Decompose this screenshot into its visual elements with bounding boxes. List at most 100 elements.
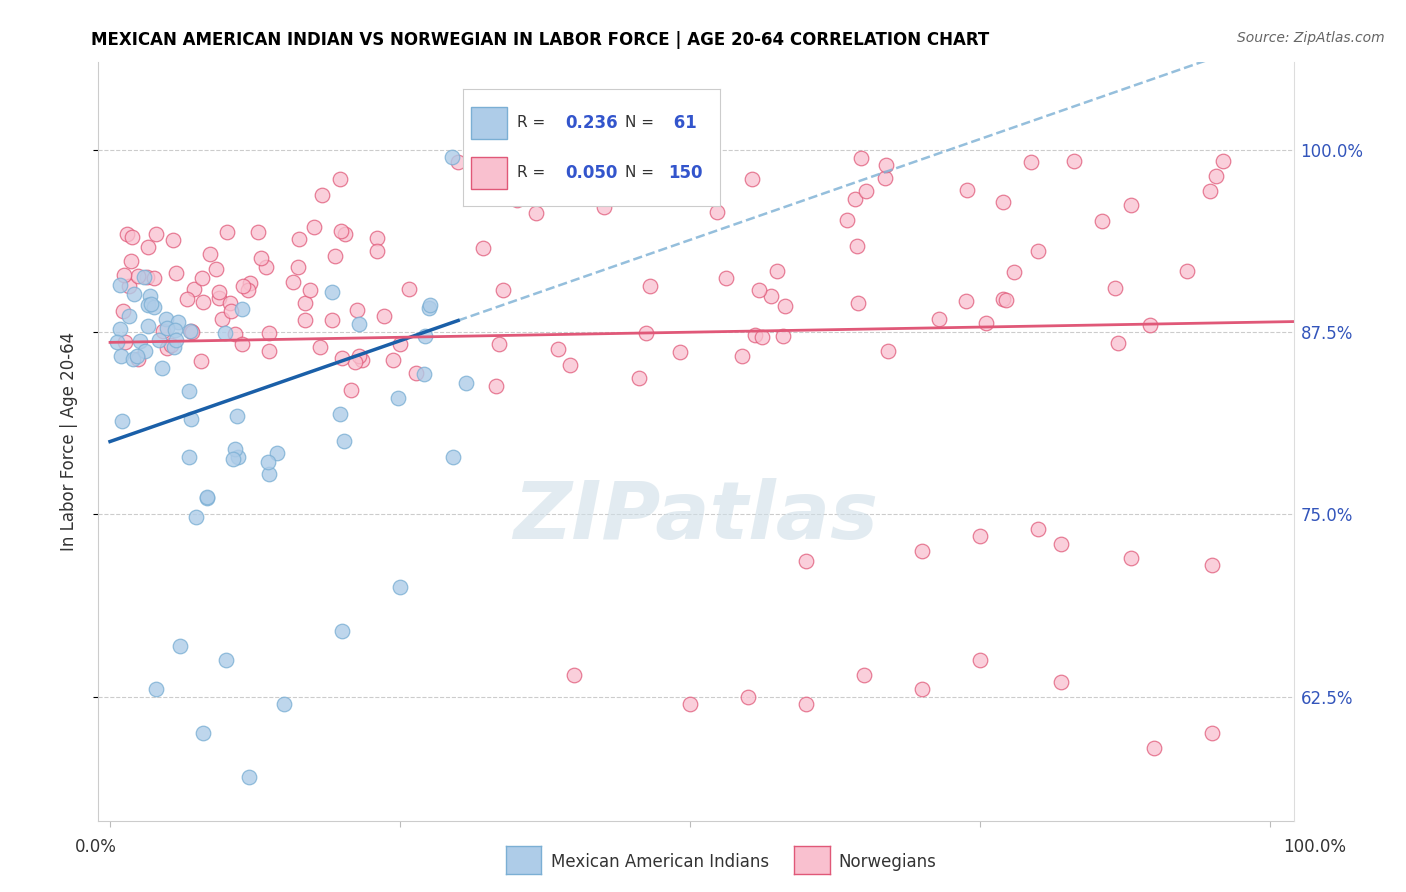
- Point: [281, 275, 304, 289]
- Point: [447, 155, 470, 169]
- Point: [111, 414, 134, 428]
- Point: [853, 668, 876, 682]
- Point: [155, 312, 177, 326]
- Point: [366, 244, 388, 259]
- Point: [145, 682, 167, 697]
- Point: [846, 296, 869, 310]
- Point: [1002, 265, 1025, 279]
- Point: [198, 247, 221, 261]
- Point: [309, 340, 332, 354]
- Point: [195, 490, 218, 504]
- Point: [1119, 198, 1142, 212]
- Point: [139, 297, 162, 311]
- Point: [110, 349, 132, 363]
- Point: [211, 312, 233, 326]
- Point: [441, 150, 464, 164]
- Point: [751, 330, 773, 344]
- Point: [471, 241, 494, 255]
- Point: [191, 295, 214, 310]
- Point: [266, 446, 288, 460]
- Point: [224, 326, 246, 341]
- Text: Source: ZipAtlas.com: Source: ZipAtlas.com: [1237, 31, 1385, 45]
- Point: [219, 296, 242, 310]
- Point: [180, 324, 202, 338]
- Point: [524, 206, 547, 220]
- Point: [287, 232, 309, 246]
- Point: [150, 360, 173, 375]
- Point: [231, 337, 253, 351]
- Point: [991, 292, 1014, 306]
- Point: [794, 697, 817, 711]
- Point: [1201, 726, 1223, 740]
- Point: [766, 264, 789, 278]
- Point: [191, 726, 214, 740]
- Point: [152, 324, 174, 338]
- Point: [593, 200, 616, 214]
- Point: [114, 334, 136, 349]
- Point: [995, 293, 1018, 307]
- Point: [143, 300, 166, 314]
- Point: [139, 288, 162, 302]
- Point: [485, 379, 508, 393]
- Point: [108, 278, 131, 293]
- Text: 100.0%: 100.0%: [1284, 838, 1346, 856]
- Point: [239, 276, 262, 290]
- Point: [1201, 558, 1223, 573]
- Point: [127, 352, 149, 367]
- Point: [346, 302, 368, 317]
- Point: [772, 329, 794, 343]
- Point: [221, 304, 243, 318]
- Point: [412, 367, 434, 381]
- Point: [257, 326, 280, 341]
- Point: [232, 278, 254, 293]
- Point: [160, 337, 183, 351]
- Point: [389, 580, 412, 594]
- Point: [321, 285, 343, 299]
- Point: [627, 371, 650, 385]
- Text: ZIPatlas: ZIPatlas: [513, 478, 879, 557]
- Point: [329, 407, 352, 421]
- Point: [122, 286, 145, 301]
- Point: [1212, 154, 1234, 169]
- Point: [614, 151, 637, 165]
- Point: [679, 697, 702, 711]
- Point: [228, 450, 250, 464]
- Point: [111, 303, 134, 318]
- Point: [706, 205, 728, 219]
- Point: [118, 310, 141, 324]
- Point: [381, 353, 404, 368]
- Point: [911, 682, 934, 697]
- Point: [215, 653, 238, 667]
- Point: [186, 509, 208, 524]
- Point: [257, 455, 280, 469]
- Point: [115, 227, 138, 241]
- Point: [165, 266, 187, 280]
- Point: [127, 269, 149, 284]
- Point: [955, 293, 977, 308]
- Point: [875, 158, 897, 172]
- Point: [287, 260, 309, 275]
- Point: [136, 298, 159, 312]
- Point: [956, 183, 979, 197]
- Point: [855, 184, 877, 198]
- Point: [110, 321, 132, 335]
- Point: [911, 544, 934, 558]
- Point: [373, 309, 395, 323]
- Point: [129, 334, 152, 348]
- Point: [204, 262, 226, 277]
- Point: [257, 344, 280, 359]
- Point: [974, 316, 997, 330]
- Point: [167, 315, 190, 329]
- Point: [1143, 740, 1166, 755]
- Point: [294, 296, 316, 310]
- Point: [413, 329, 436, 343]
- Point: [169, 639, 191, 653]
- Point: [366, 231, 388, 245]
- Point: [120, 253, 142, 268]
- Point: [221, 452, 243, 467]
- Point: [162, 233, 184, 247]
- Point: [347, 350, 370, 364]
- Point: [118, 278, 141, 293]
- Point: [492, 283, 515, 297]
- Point: [1177, 263, 1199, 277]
